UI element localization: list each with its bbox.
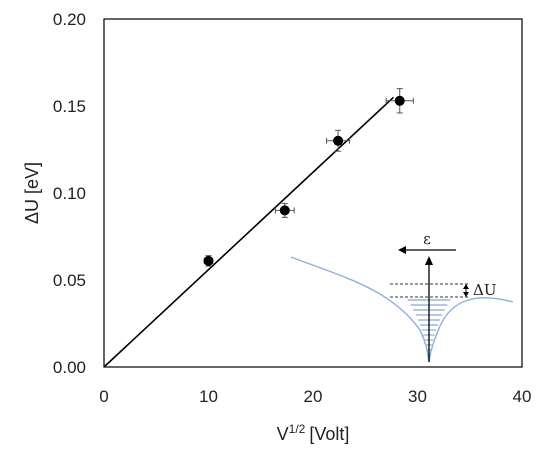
- x-tick-label: 0: [99, 387, 108, 406]
- data-point: [203, 255, 214, 267]
- fit-line: [103, 96, 395, 368]
- x-tick-label: 40: [513, 387, 532, 406]
- inset-delta-u-label: ΔU: [473, 281, 496, 299]
- inset-epsilon-label: ε: [423, 230, 431, 248]
- x-tick-label: 30: [408, 387, 427, 406]
- plot-frame: [103, 18, 523, 368]
- inset-potential-curve: [290, 256, 514, 363]
- inset-vertical-arrowhead: [425, 256, 433, 265]
- data-points: [203, 88, 414, 267]
- x-tick-labels: 0 10 20 30 40: [99, 387, 531, 406]
- inset-diagram: ε ΔU: [290, 230, 514, 363]
- point-marker: [279, 205, 290, 216]
- y-tick-labels: 0.00 0.05 0.10 0.15 0.20: [53, 10, 86, 377]
- y-tick-label: 0.10: [53, 184, 86, 203]
- x-axis-label: V1/2 [Volt]: [277, 422, 350, 444]
- y-tick-label: 0.20: [53, 10, 86, 29]
- point-marker: [394, 95, 405, 106]
- point-marker: [203, 255, 214, 266]
- y-tick-label: 0.05: [53, 271, 86, 290]
- x-tick-label: 10: [199, 387, 218, 406]
- inset-delta-u-arrow-up: [463, 284, 469, 289]
- inset-epsilon-arrowhead: [398, 246, 406, 254]
- inset-delta-u-arrow-down: [463, 292, 469, 297]
- y-axis-label: ΔU [eV]: [22, 162, 42, 224]
- data-point: [274, 202, 295, 218]
- data-point: [326, 129, 351, 152]
- point-marker: [333, 135, 344, 146]
- y-tick-label: 0.15: [53, 97, 86, 116]
- x-tick-label: 20: [304, 387, 323, 406]
- fit-layer: [103, 96, 395, 368]
- y-tick-label: 0.00: [53, 358, 86, 377]
- data-point: [385, 88, 414, 114]
